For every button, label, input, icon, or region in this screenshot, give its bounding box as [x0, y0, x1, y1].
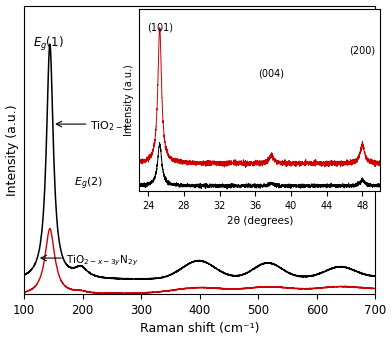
Y-axis label: Intensity (a.u.): Intensity (a.u.) [5, 104, 18, 196]
Text: $E_g(2)$: $E_g(2)$ [74, 175, 103, 192]
X-axis label: 2θ (degrees): 2θ (degrees) [227, 216, 293, 226]
X-axis label: Raman shift (cm⁻¹): Raman shift (cm⁻¹) [140, 323, 260, 336]
Text: $B_{1g}(1)$: $B_{1g}(1)$ [178, 98, 213, 115]
Y-axis label: Intensity (a.u.): Intensity (a.u.) [123, 64, 134, 136]
Text: (101): (101) [147, 22, 173, 32]
Text: $A_{1g}$+$B_{1g}(2)$: $A_{1g}$+$B_{1g}(2)$ [232, 107, 291, 121]
Text: (200): (200) [349, 45, 376, 55]
Text: $E_g(3)$: $E_g(3)$ [324, 114, 353, 130]
Text: (004): (004) [258, 69, 284, 78]
Text: TiO$_{2-x}$: TiO$_{2-x}$ [90, 119, 130, 133]
Text: TiO$_{2-x-3y}$N$_{2y}$: TiO$_{2-x-3y}$N$_{2y}$ [66, 253, 139, 268]
Text: $E_g(1)$: $E_g(1)$ [33, 35, 64, 53]
